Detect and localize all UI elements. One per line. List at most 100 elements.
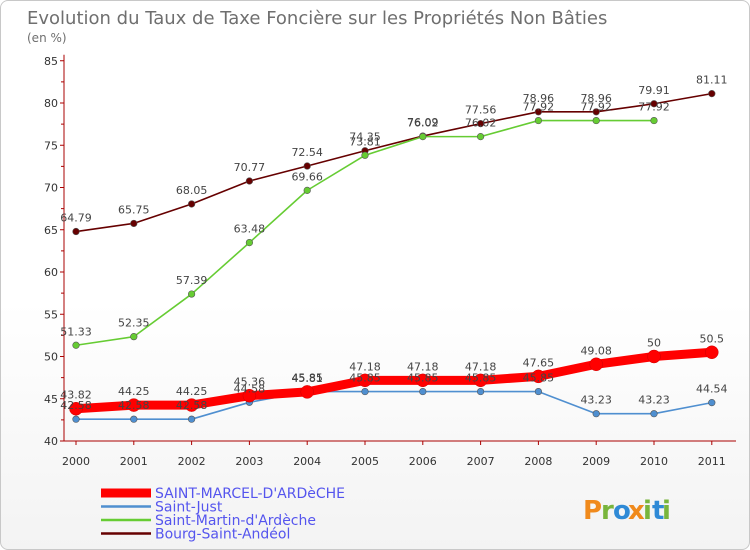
data-label: 72.54 <box>291 146 323 159</box>
data-label: 42.58 <box>60 399 92 412</box>
x-tick-label: 2007 <box>467 455 495 468</box>
data-point <box>534 116 543 125</box>
data-point <box>188 290 196 298</box>
data-point <box>303 186 311 194</box>
data-label: 76.09 <box>407 116 439 129</box>
data-point <box>303 162 311 170</box>
data-label: 44.58 <box>234 382 266 395</box>
data-label: 69.66 <box>291 170 323 183</box>
data-point <box>72 227 80 236</box>
data-point <box>477 387 485 396</box>
data-point <box>358 373 372 388</box>
data-label: 43.23 <box>638 394 670 407</box>
data-point <box>473 373 488 388</box>
x-tick-label: 2000 <box>62 455 90 468</box>
data-point <box>245 238 253 247</box>
data-label: 44.25 <box>176 385 208 398</box>
legend-label: Saint-Just <box>155 500 223 516</box>
x-tick-label: 2006 <box>409 455 437 468</box>
data-point <box>69 401 83 416</box>
data-point <box>245 177 253 185</box>
data-point <box>592 108 600 116</box>
data-label: 47.18 <box>407 360 439 373</box>
series-line <box>75 390 713 420</box>
data-point <box>130 333 138 341</box>
data-point <box>647 349 661 364</box>
y-tick-label: 70 <box>44 182 58 195</box>
data-point <box>127 398 141 412</box>
data-label: 50.5 <box>700 332 725 345</box>
data-label: 64.79 <box>60 212 92 225</box>
data-point <box>130 219 138 228</box>
plot-area: 64.79 65.75 68.05 70.77 72.54 74.35 76.09 77.56… <box>60 74 728 423</box>
data-label: 45.85 <box>291 372 323 385</box>
data-label: 70.77 <box>234 161 266 174</box>
data-label: 73.81 <box>349 135 381 148</box>
data-label: 49.08 <box>580 344 612 357</box>
legend: SAINT-MARCEL-D'ARDèCHESaint-JustSaint-Ma… <box>101 486 345 543</box>
data-point <box>361 387 369 396</box>
data-label: 76.02 <box>407 117 439 130</box>
data-label: 76.02 <box>465 117 497 130</box>
data-point <box>416 373 430 388</box>
x-tick-label: 2002 <box>178 455 206 468</box>
proxiti-logo: Pr oxi ti <box>583 496 671 526</box>
data-label: 77.92 <box>638 101 670 114</box>
legend-label: SAINT-MARCEL-D'ARDèCHE <box>155 486 345 502</box>
legend-label: Saint-Martin-d'Ardèche <box>155 513 316 529</box>
data-point <box>361 151 369 159</box>
y-tick-label: 85 <box>44 55 58 68</box>
data-label: 63.48 <box>234 223 266 236</box>
data-point <box>72 415 80 423</box>
data-point <box>477 133 485 141</box>
data-label: 77.92 <box>580 101 612 114</box>
chart-title: Evolution du Taux de Taxe Foncière sur l… <box>27 8 607 29</box>
logo-letter: o <box>613 496 631 526</box>
data-label: 78.96 <box>523 92 555 105</box>
data-label: 44.54 <box>696 383 728 396</box>
data-label: 52.35 <box>118 317 150 330</box>
y-tick-label: 65 <box>44 224 58 237</box>
y-tick-label: 55 <box>44 308 58 321</box>
data-point <box>705 345 719 360</box>
data-label: 77.92 <box>523 101 555 114</box>
data-point <box>72 341 80 349</box>
data-point <box>534 387 543 396</box>
data-point <box>650 100 658 108</box>
data-label: 43.82 <box>60 389 92 402</box>
logo-letter: r <box>601 496 614 526</box>
data-label: 45.85 <box>349 372 381 385</box>
y-tick-label: 75 <box>44 139 58 152</box>
data-label: 74.35 <box>349 131 381 144</box>
x-tick-label: 2010 <box>640 455 668 468</box>
x-tick-label: 2005 <box>351 455 379 468</box>
data-point <box>184 398 199 412</box>
data-point <box>708 399 716 407</box>
data-point <box>531 369 546 384</box>
data-point <box>592 410 600 418</box>
logo-letter: P <box>583 496 602 526</box>
x-tick-label: 2009 <box>582 455 610 468</box>
y-tick-label: 80 <box>44 97 58 110</box>
data-label: 79.91 <box>638 84 670 97</box>
data-point <box>130 415 138 423</box>
x-tick-label: 2001 <box>120 455 148 468</box>
y-tick-label: 45 <box>44 393 58 406</box>
data-label: 77.56 <box>465 104 497 117</box>
data-label: 78.96 <box>580 92 612 105</box>
data-point <box>188 415 196 423</box>
y-tick-label: 50 <box>44 351 58 364</box>
data-point <box>419 133 427 141</box>
series-line <box>71 347 717 414</box>
data-label: 50 <box>647 337 661 350</box>
axes: 40 45 50 55 60 65 70 75 80 85 2000 2001 2002 2003 2004… <box>44 54 736 468</box>
x-tick-label: 2003 <box>235 455 263 468</box>
data-label: 44.25 <box>118 385 150 398</box>
data-label: 45.85 <box>465 372 497 385</box>
data-point <box>592 116 600 125</box>
data-point <box>188 200 196 208</box>
data-label: 43.23 <box>580 394 612 407</box>
series-line <box>75 92 713 233</box>
data-label: 45.36 <box>234 376 266 389</box>
